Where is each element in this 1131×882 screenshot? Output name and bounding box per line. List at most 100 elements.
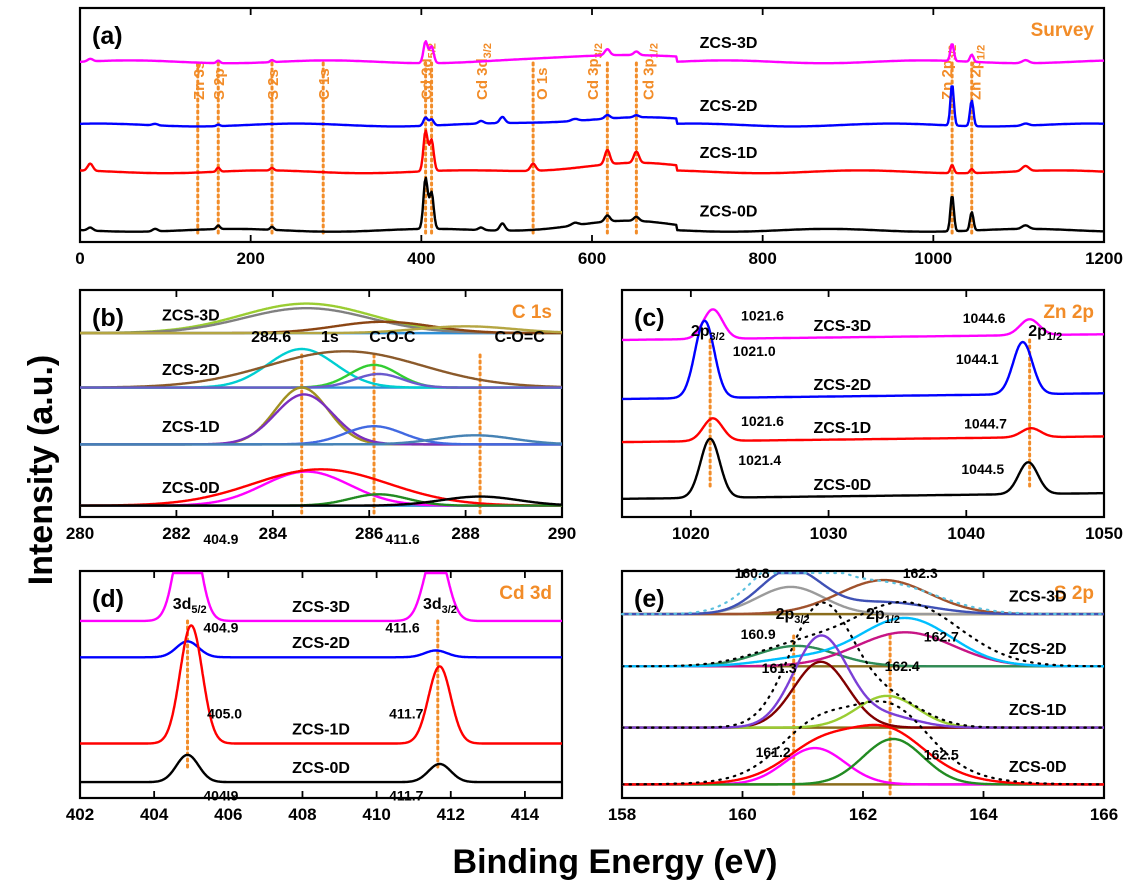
annotation: 3d5/2 — [173, 596, 207, 616]
series-line — [79, 624, 563, 745]
fit-component — [79, 434, 563, 446]
series-label: ZCS-2D — [1009, 641, 1067, 658]
panel-label: (b) — [92, 304, 124, 332]
x-tick-label: 1030 — [810, 524, 848, 543]
peak-value-label: 1021.6 — [741, 413, 784, 429]
series-label: ZCS-1D — [700, 145, 758, 162]
panel-label: (c) — [634, 304, 665, 332]
panel-label: (e) — [634, 585, 665, 613]
series-label: ZCS-2D — [162, 362, 220, 379]
peak-marker-label: Zn 3s — [191, 61, 208, 100]
series-line — [79, 40, 1105, 65]
raw-data-dots — [620, 600, 1106, 668]
panel-title: C 1s — [512, 302, 552, 323]
peak-marker-label: Cd 3d3/2 — [474, 43, 494, 100]
series-line — [621, 437, 1105, 500]
x-tick-label: 284 — [259, 524, 288, 543]
series-label: ZCS-2D — [700, 98, 758, 115]
x-tick-label: 1050 — [1085, 524, 1123, 543]
peak-value-label: 1044.1 — [956, 351, 999, 367]
plot-frame — [78, 569, 564, 800]
series-label: ZCS-3D — [813, 318, 871, 335]
annotation: 2p1/2 — [866, 606, 900, 626]
x-tick-label: 412 — [437, 805, 465, 824]
peak-value-label: 1044.5 — [961, 461, 1004, 477]
series-label: ZCS-0D — [700, 203, 758, 220]
series-line — [79, 85, 1105, 128]
x-tick-label: 404 — [140, 805, 169, 824]
fit-component — [79, 325, 563, 335]
x-tick-label: 1020 — [672, 524, 710, 543]
x-tick-label: 166 — [1090, 805, 1118, 824]
fit-component — [79, 468, 563, 507]
panel-c: 1020 1030 1040 1050 (c) Zn 2p ZCS-3D 1021.6 1044… — [620, 288, 1123, 543]
x-tick-label: 158 — [608, 805, 636, 824]
peak-marker-label: S 2s — [265, 69, 282, 100]
peak-marker-label: Cd 3d5/2 — [419, 43, 439, 100]
peak-value-label: 411.6 — [385, 619, 419, 635]
raw-data-dots — [620, 571, 1106, 616]
x-tick-label: 162 — [849, 805, 877, 824]
annotation: 1s — [321, 329, 339, 346]
x-axis-title: Binding Energy (eV) — [453, 843, 778, 881]
x-tick-label: 402 — [66, 805, 94, 824]
series-line — [79, 176, 1105, 233]
x-tick-label: 280 — [66, 524, 94, 543]
x-tick-label: 408 — [288, 805, 316, 824]
series-label: ZCS-1D — [813, 420, 871, 437]
series-line — [79, 571, 563, 623]
peak-value-label: 162.4 — [885, 658, 920, 674]
series-label: ZCS-2D — [292, 635, 350, 652]
annotation: 2p1/2 — [1028, 323, 1062, 343]
series-label: ZCS-0D — [813, 477, 871, 494]
fit-component — [79, 495, 563, 507]
series-line — [621, 319, 1105, 401]
series-line — [79, 753, 563, 784]
peak-value-label: 160.8 — [735, 565, 770, 581]
panel-title: Zn 2p — [1043, 302, 1094, 323]
peak-value-label: 404.9 — [203, 787, 238, 803]
annotation: 2p3/2 — [776, 606, 810, 626]
x-tick-label: 1200 — [1085, 249, 1123, 268]
x-tick-label: 600 — [578, 249, 606, 268]
series-label: ZCS-1D — [292, 721, 350, 738]
peak-value-label: 411.7 — [389, 787, 423, 803]
series-line — [79, 129, 1105, 175]
annotation: 2p3/2 — [691, 323, 725, 343]
y-axis-title: Intensity (a.u.) — [22, 355, 60, 585]
peak-marker-label: S 2p — [211, 68, 228, 100]
panel-label: (d) — [92, 585, 124, 613]
series-line — [621, 417, 1105, 444]
x-tick-label: 1040 — [947, 524, 985, 543]
raw-data-dots — [620, 601, 1106, 729]
peak-value-label: 404.9 — [203, 531, 238, 547]
peak-value-label: 161.2 — [756, 744, 791, 760]
series-label: ZCS-1D — [162, 419, 220, 436]
peak-value-label: 162.7 — [924, 628, 959, 644]
series-label: ZCS-0D — [1009, 759, 1067, 776]
series-label: ZCS-3D — [1009, 589, 1067, 606]
x-tick-label: 410 — [362, 805, 390, 824]
peak-value-label: 160.9 — [741, 626, 776, 642]
plot-frame — [620, 288, 1106, 519]
fit-component — [79, 363, 563, 389]
peak-marker-label: Cd 3p1/2 — [640, 43, 660, 100]
peak-value-label: 162.3 — [903, 565, 938, 581]
series-label: ZCS-3D — [700, 35, 758, 52]
peak-marker-label: C 1s — [316, 68, 333, 100]
peak-value-label: 1021.6 — [741, 308, 784, 324]
raw-data-dots — [620, 700, 1106, 786]
x-tick-label: 800 — [748, 249, 776, 268]
fit-component — [79, 372, 563, 389]
panel-title: Survey — [1031, 20, 1095, 41]
peak-value-label: 404.9 — [203, 619, 238, 635]
panel-b: 280 282 284 286 288 290 (b) C 1s ZCS-3D ZCS-2D ZCS… — [66, 288, 576, 543]
peak-marker-label: O 1s — [534, 67, 551, 100]
annotation: C-O=C — [495, 329, 546, 346]
peak-value-label: 405.0 — [207, 706, 242, 722]
x-tick-label: 290 — [548, 524, 576, 543]
peak-marker-label: Zn 2p1/2 — [967, 45, 987, 100]
